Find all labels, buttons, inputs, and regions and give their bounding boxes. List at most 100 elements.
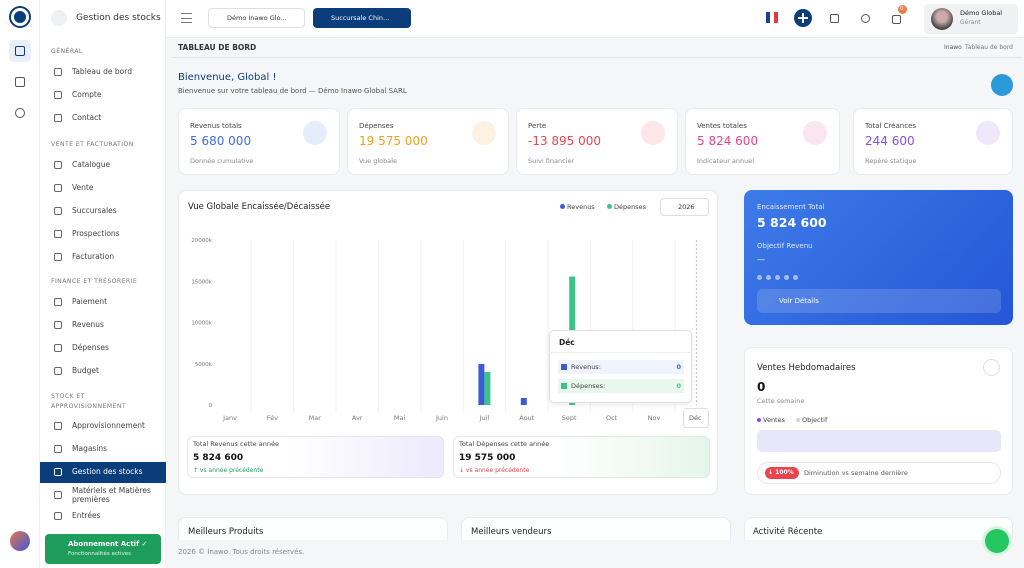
weekly-value: 0 bbox=[757, 380, 766, 394]
nav-item[interactable]: Vente bbox=[72, 183, 94, 192]
nav-item[interactable]: Paiement bbox=[72, 297, 108, 306]
nav-item[interactable]: Entrées bbox=[72, 511, 101, 520]
summary-note: ↓ vs année précédente bbox=[459, 467, 530, 474]
nav-item[interactable]: Revenus bbox=[72, 320, 104, 329]
kpi-icon bbox=[303, 121, 327, 145]
notif-count: 0 bbox=[900, 6, 904, 12]
legend-swatch bbox=[560, 204, 565, 209]
icon-rail bbox=[0, 0, 40, 568]
nav-item[interactable]: Tableau de bord bbox=[72, 67, 132, 76]
icon bbox=[15, 46, 25, 56]
logo bbox=[11, 8, 29, 26]
tooltip-value: 0 bbox=[676, 363, 681, 371]
kpi-note: Suivi financier bbox=[528, 157, 575, 165]
nav-item[interactable]: Prospections bbox=[72, 229, 120, 238]
icon bbox=[54, 161, 62, 169]
nav-item[interactable]: Compte bbox=[72, 90, 102, 99]
icon bbox=[54, 321, 62, 329]
summary-value: 5 824 600 bbox=[193, 453, 244, 463]
encaissement-card bbox=[744, 190, 1013, 325]
subscription bbox=[45, 534, 161, 564]
nav-item[interactable]: Contact bbox=[72, 113, 102, 122]
nav-item[interactable]: Budget bbox=[72, 366, 99, 375]
dec-highlight bbox=[683, 408, 709, 428]
icon bbox=[54, 68, 62, 76]
icon bbox=[54, 253, 62, 261]
icon bbox=[15, 108, 25, 118]
nav-item[interactable]: Dépenses bbox=[72, 343, 109, 352]
goal-label: Objectif Revenu bbox=[757, 241, 813, 250]
rail-active bbox=[9, 40, 31, 62]
nav-item[interactable]: Matériels et Matières premières bbox=[72, 486, 151, 504]
nav-item[interactable]: Facturation bbox=[72, 252, 115, 261]
section-title: STOCK ET APPROVISIONNEMENT bbox=[51, 393, 127, 410]
year: 2026 bbox=[678, 203, 695, 211]
nav-item[interactable]: Catalogue bbox=[72, 160, 111, 169]
dot bbox=[793, 275, 798, 280]
tooltip-value: 0 bbox=[676, 382, 681, 390]
kpi-label: Perte bbox=[528, 121, 547, 130]
bottom-title: Meilleurs Produits bbox=[188, 526, 264, 537]
pulse-button[interactable] bbox=[991, 74, 1013, 96]
kpi-label: Dépenses bbox=[359, 121, 394, 130]
kpi-note: Vue globale bbox=[359, 157, 398, 165]
icon bbox=[54, 298, 62, 306]
icon bbox=[54, 367, 62, 375]
weekly-badge bbox=[765, 467, 799, 479]
icon bbox=[54, 512, 62, 520]
summary-note: ↑ vs année précédente bbox=[193, 467, 264, 474]
icon bbox=[54, 344, 62, 352]
encaissement-value: 5 824 600 bbox=[757, 215, 827, 230]
topbar bbox=[166, 0, 1024, 38]
weekly-badge-note: Diminution vs semaine dernière bbox=[804, 469, 908, 477]
whatsapp-button[interactable] bbox=[982, 526, 1012, 556]
summary-box bbox=[453, 436, 710, 478]
year-select[interactable] bbox=[660, 198, 709, 216]
nav-item[interactable]: Approvisionnement bbox=[72, 421, 145, 430]
section-title: GÉNÉRAL bbox=[51, 48, 83, 55]
tooltip-title: Déc bbox=[559, 338, 575, 347]
icon bbox=[54, 114, 62, 122]
kpi-note: Repère statique bbox=[865, 157, 917, 165]
footer: 2026 © Inawo. Tous droits réservés. bbox=[178, 547, 305, 556]
kpi-label: Ventes totales bbox=[697, 121, 747, 130]
icon bbox=[54, 230, 62, 238]
footer-bar bbox=[166, 540, 1024, 568]
weekly-arrow[interactable] bbox=[983, 359, 1000, 376]
user-avatar bbox=[931, 8, 953, 30]
tooltip-row bbox=[558, 379, 684, 393]
bottom-title: Activité Récente bbox=[753, 526, 823, 537]
legend-label: Revenus bbox=[567, 202, 595, 211]
welcome: Bienvenue, Global ! bbox=[178, 71, 277, 83]
branch-select[interactable] bbox=[313, 8, 411, 28]
legend-swatch bbox=[607, 204, 612, 209]
icon bbox=[15, 77, 25, 87]
nav-item[interactable]: Succursales bbox=[72, 206, 117, 215]
dot bbox=[784, 275, 789, 280]
tooltip-label: Dépenses: bbox=[571, 382, 606, 390]
dot bbox=[775, 275, 780, 280]
tooltip-rule bbox=[549, 352, 692, 353]
kpi-icon bbox=[976, 121, 1000, 145]
legend-label: Objectif bbox=[802, 416, 828, 424]
weekly-bar bbox=[757, 430, 1001, 452]
nav-item[interactable]: Magasins bbox=[72, 444, 108, 453]
brand-icon bbox=[51, 10, 67, 26]
active-item bbox=[40, 462, 166, 483]
kpi-card bbox=[853, 108, 1013, 175]
details-button[interactable] bbox=[757, 289, 1001, 313]
encaissement-label: Encaissement Total bbox=[757, 202, 825, 211]
weekly-title: Ventes Hebdomadaires bbox=[757, 362, 856, 373]
icon bbox=[891, 14, 901, 24]
icon bbox=[829, 13, 839, 23]
menu-line bbox=[181, 18, 192, 19]
icon bbox=[54, 207, 62, 215]
nav-item[interactable]: Gestion des stocks bbox=[72, 467, 143, 476]
kpi-note: Donnée cumulative bbox=[190, 157, 254, 165]
subscription-title: Abonnement Actif ✓ bbox=[68, 539, 148, 548]
user-name: Démo Global bbox=[960, 9, 1003, 17]
kpi-value: 19 575 000 bbox=[359, 134, 428, 148]
company-select[interactable] bbox=[208, 8, 305, 28]
user-role: Gérant bbox=[960, 19, 981, 26]
